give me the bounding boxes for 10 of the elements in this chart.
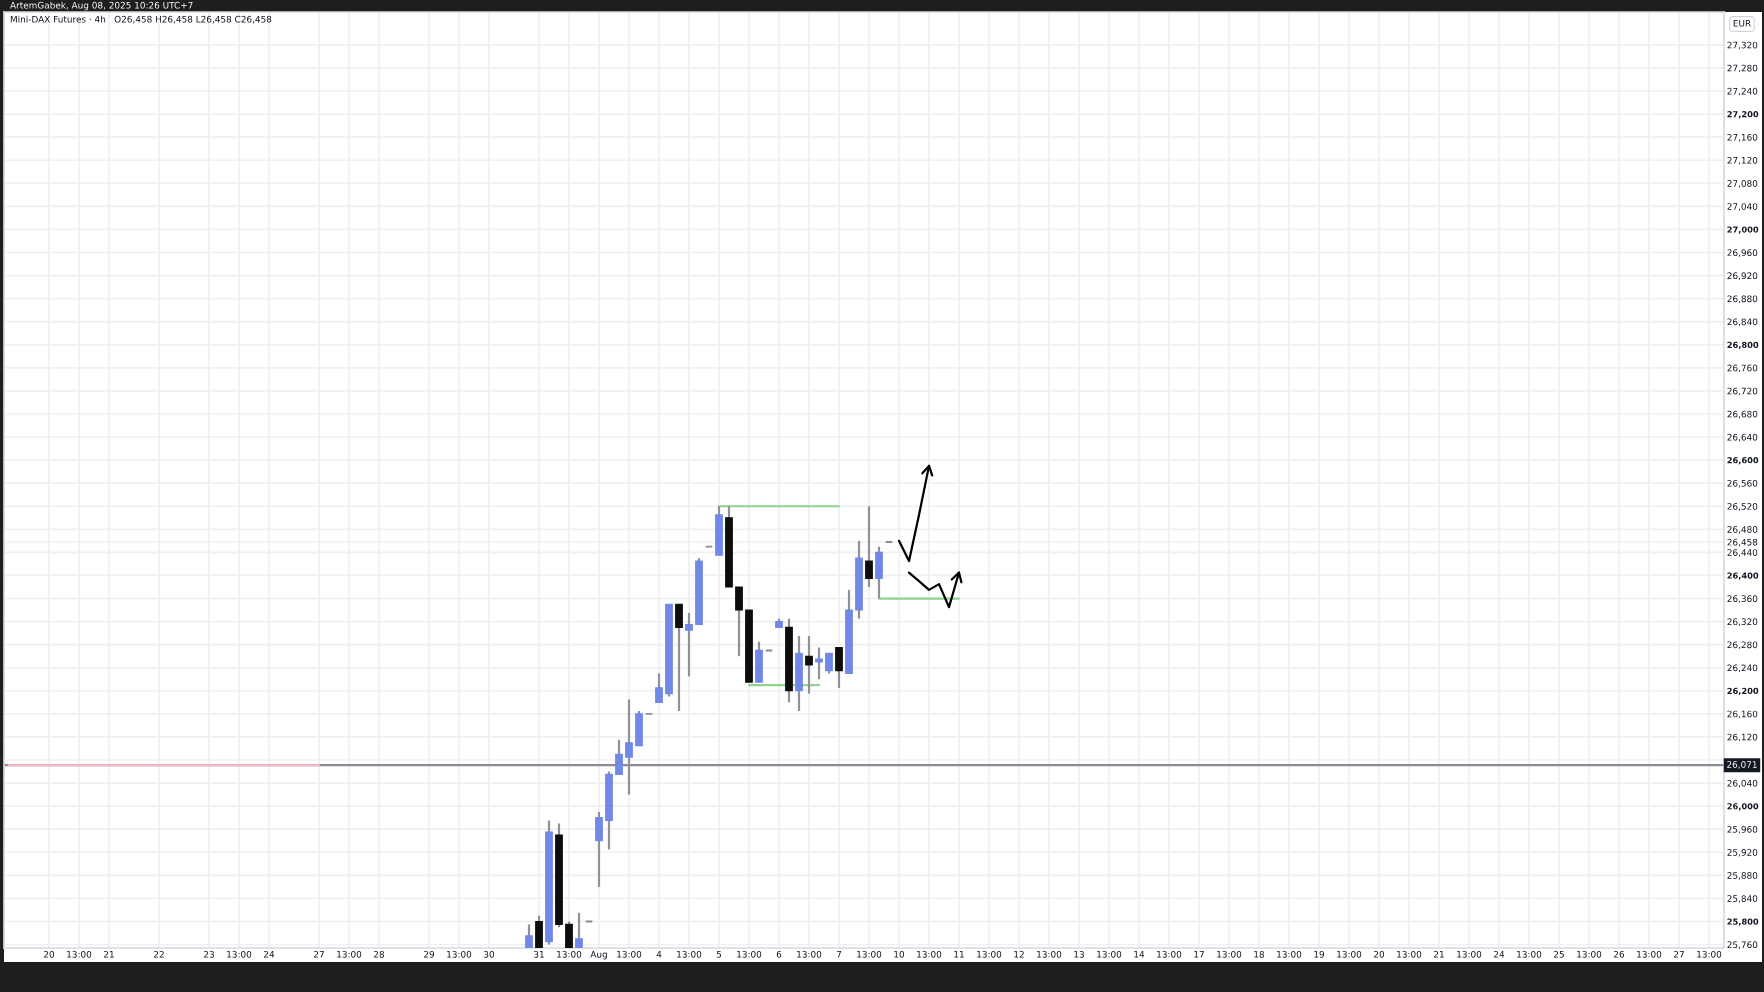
candlestick: [875, 545, 883, 600]
candlestick: [715, 505, 723, 557]
candlestick: [675, 603, 683, 713]
candlestick: [535, 914, 543, 948]
candlestick: [575, 911, 583, 948]
candlestick: [795, 634, 803, 713]
candlestick: [755, 640, 763, 684]
candlestick: [835, 646, 843, 690]
candlestick: [805, 634, 813, 695]
candlestick: [865, 505, 873, 589]
